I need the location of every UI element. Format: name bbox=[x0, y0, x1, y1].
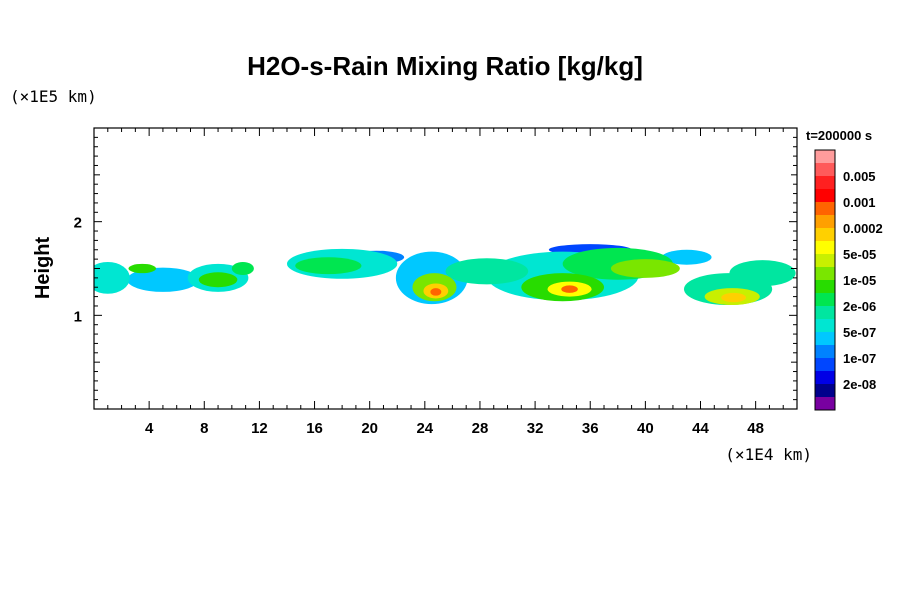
colorbar-swatch bbox=[815, 241, 835, 255]
colorbar: 0.005 0.001 0.0002 5e-05 1e-05 2e-06 5e-07 1e-0… bbox=[814, 149, 883, 411]
colorbar-swatch bbox=[815, 202, 835, 216]
colorbar-label: 5e-05 bbox=[843, 247, 876, 262]
colorbar-label: 2e-06 bbox=[843, 299, 876, 314]
contour-region bbox=[198, 272, 238, 288]
x-axis-ticks: 4 8 12 16 20 24 28 32 36 40 44 48 bbox=[107, 128, 784, 437]
colorbar-frame bbox=[814, 149, 836, 411]
colorbar-label: 0.0002 bbox=[843, 221, 883, 236]
contour-region bbox=[127, 267, 199, 292]
x-tick-label: 20 bbox=[361, 420, 378, 437]
x-tick-label: 40 bbox=[637, 420, 654, 437]
y-tick-label: 1 bbox=[74, 308, 82, 325]
y-axis-label: Height bbox=[32, 237, 54, 300]
colorbar-swatch bbox=[815, 332, 835, 346]
x-tick-label: 36 bbox=[582, 420, 599, 437]
x-tick-label: 44 bbox=[692, 420, 709, 437]
contour-region bbox=[661, 249, 712, 265]
contour-region bbox=[729, 260, 796, 287]
x-tick-label: 48 bbox=[747, 420, 764, 437]
contour-region bbox=[430, 288, 442, 296]
colorbar-label: 5e-07 bbox=[843, 325, 876, 340]
x-axis-unit: (×1E4 km) bbox=[725, 445, 812, 464]
colorbar-label: 2e-08 bbox=[843, 377, 876, 392]
y-axis-unit: (×1E5 km) bbox=[10, 87, 97, 106]
colorbar-swatch bbox=[815, 293, 835, 307]
colorbar-swatch bbox=[815, 319, 835, 333]
colorbar-swatch bbox=[815, 280, 835, 294]
colorbar-swatch bbox=[815, 358, 835, 372]
time-label: t=200000 s bbox=[806, 128, 872, 143]
colorbar-swatch bbox=[815, 189, 835, 203]
x-tick-label: 12 bbox=[251, 420, 268, 437]
colorbar-swatch bbox=[815, 397, 835, 411]
x-tick-label: 8 bbox=[200, 420, 208, 437]
colorbar-label: 1e-05 bbox=[843, 273, 876, 288]
colorbar-swatch bbox=[815, 345, 835, 359]
chart-title: H2O-s-Rain Mixing Ratio [kg/kg] bbox=[247, 51, 643, 81]
colorbar-swatch bbox=[815, 267, 835, 281]
colorbar-swatch bbox=[815, 254, 835, 268]
y-axis-ticks: 12 bbox=[74, 136, 797, 401]
colorbar-swatch bbox=[815, 384, 835, 398]
x-tick-label: 24 bbox=[416, 420, 433, 437]
x-tick-label: 28 bbox=[472, 420, 489, 437]
colorbar-swatch bbox=[815, 306, 835, 320]
contour-region bbox=[561, 285, 578, 293]
colorbar-swatch bbox=[815, 150, 835, 164]
colorbar-swatch bbox=[815, 371, 835, 385]
contour-region bbox=[445, 258, 529, 285]
colorbar-swatch bbox=[815, 176, 835, 190]
x-tick-label: 32 bbox=[527, 420, 544, 437]
colorbar-swatch bbox=[815, 163, 835, 177]
contour-region bbox=[295, 257, 362, 275]
contour-region bbox=[721, 292, 746, 303]
x-tick-label: 4 bbox=[145, 420, 154, 437]
contour-region bbox=[128, 263, 157, 274]
colorbar-label: 0.001 bbox=[843, 195, 876, 210]
colorbar-label: 0.005 bbox=[843, 169, 876, 184]
colorbar-swatch bbox=[815, 215, 835, 229]
y-tick-label: 2 bbox=[74, 215, 82, 232]
colorbar-swatch bbox=[815, 228, 835, 242]
contour-region bbox=[610, 259, 680, 278]
contour-region bbox=[231, 261, 254, 276]
x-tick-label: 16 bbox=[306, 420, 323, 437]
contour-region bbox=[94, 261, 130, 294]
colorbar-label: 1e-07 bbox=[843, 351, 876, 366]
rain-mixing-ratio-field bbox=[94, 244, 796, 306]
